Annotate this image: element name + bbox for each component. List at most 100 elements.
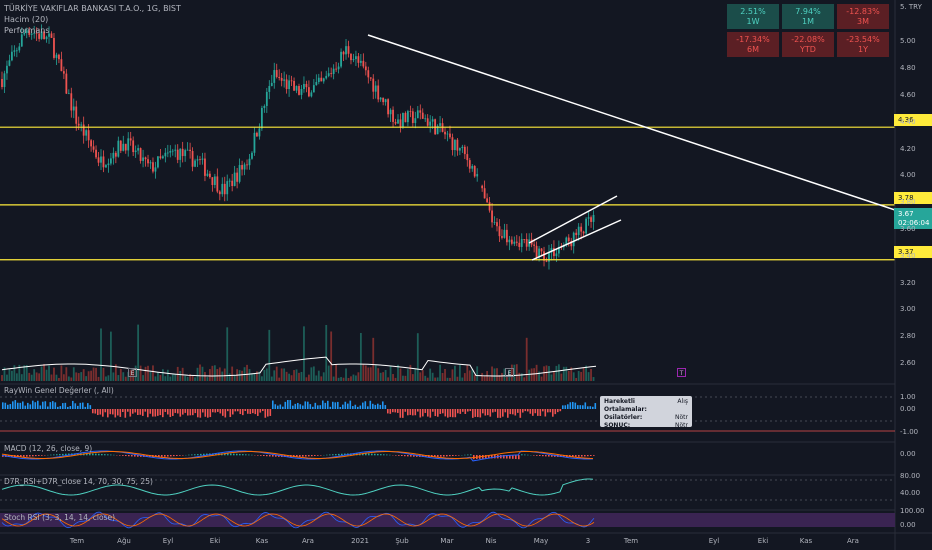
candle-body: [100, 156, 102, 163]
candle-body: [117, 140, 120, 157]
raywin-bar: [422, 409, 424, 417]
raywin-bar: [197, 409, 199, 418]
candle-body: [194, 160, 196, 167]
macd-histogram-bar: [296, 455, 298, 457]
performance-table: 2.51% 1W 7.94% 1M -12.83% 3M -17.34% 6M -22.…: [727, 4, 889, 57]
candle-body: [320, 77, 323, 82]
macd-histogram-bar: [542, 455, 544, 457]
raywin-bar: [484, 409, 487, 416]
raywin-bar: [267, 409, 269, 417]
macd-histogram-bar: [302, 455, 304, 457]
candle-body: [258, 128, 261, 137]
candle-body: [137, 148, 140, 151]
raywin-bar: [137, 409, 139, 415]
macd-histogram-bar: [20, 455, 22, 457]
macd-histogram-bar: [338, 453, 340, 456]
candle-body: [454, 139, 456, 151]
candle-body: [283, 79, 286, 81]
time-tick: Kas: [255, 537, 269, 545]
volume-bar: [226, 327, 229, 381]
earnings-marker[interactable]: E: [505, 368, 514, 377]
raywin-bar: [24, 405, 27, 409]
volume-bar: [411, 374, 414, 381]
candle-body: [82, 124, 85, 136]
event-marker[interactable]: T: [677, 368, 686, 377]
macd-histogram-bar: [353, 453, 355, 456]
candle-body: [189, 149, 191, 151]
candle-body: [513, 241, 516, 244]
raywin-bar: [67, 406, 69, 409]
raywin-bar: [134, 409, 137, 413]
candle-body: [270, 82, 273, 87]
macd-histogram-bar: [98, 453, 100, 456]
raywin-bar: [104, 409, 107, 413]
raywin-bar: [342, 404, 344, 409]
candle-body: [55, 54, 58, 58]
ma-value: Alış: [677, 398, 688, 405]
candle-body: [288, 80, 290, 90]
horizontal-levels[interactable]: [0, 126, 895, 261]
volume-bar: [357, 372, 360, 381]
macd-histogram-bar: [32, 455, 34, 457]
earnings-marker[interactable]: E: [128, 368, 137, 377]
raywin-bar: [169, 409, 172, 418]
raywin-bar: [409, 409, 412, 415]
raywin-bar: [384, 405, 387, 409]
raywin-bar: [592, 406, 594, 409]
volume-bar: [159, 375, 162, 381]
raywin-bar: [304, 401, 307, 409]
raywin-bar: [302, 405, 304, 409]
raywin-bar: [117, 409, 119, 416]
raywin-tooltip: Hareketli Ortalamalar: Alış Osilatörler: N…: [600, 396, 692, 429]
raywin-bar: [84, 406, 87, 409]
volume-bar: [90, 370, 92, 381]
raywin-bar: [374, 404, 377, 409]
raywin-bar: [129, 409, 132, 417]
candle-body: [110, 158, 112, 164]
macd-histogram-bar: [593, 455, 595, 456]
trendlines[interactable]: [367, 34, 896, 261]
volume-bar: [384, 369, 387, 381]
volume-bar: [85, 376, 88, 381]
macd-histogram-bar: [554, 455, 556, 457]
volume-bar: [429, 368, 432, 381]
volume-bar: [496, 368, 498, 381]
volume-bar: [399, 368, 402, 381]
macd-histogram-bar: [239, 453, 241, 456]
raywin-bar: [404, 409, 407, 412]
raywin-bar: [232, 409, 234, 415]
volume-bar: [161, 369, 164, 381]
macd-histogram-bar: [437, 455, 439, 457]
candle-body: [223, 183, 226, 195]
macd-histogram-bar: [122, 455, 124, 456]
raywin-bar: [174, 409, 177, 413]
candle-body: [102, 156, 105, 168]
raywin-bar: [247, 409, 249, 414]
candle-body: [196, 159, 199, 161]
volume-bars: [1, 324, 597, 381]
volume-bar: [80, 372, 83, 381]
raywin-bar: [334, 402, 337, 409]
candle-body: [377, 85, 380, 100]
macd-histogram-bar: [257, 455, 259, 456]
candle-body: [543, 251, 545, 261]
raywin-bar: [377, 403, 379, 409]
macd-histogram-bar: [68, 453, 70, 456]
volume-bar: [305, 377, 308, 381]
volume-bar: [387, 377, 389, 381]
candle-body: [345, 46, 347, 55]
volume-bar: [523, 377, 526, 381]
raywin-bar: [47, 406, 49, 409]
candle-body: [134, 150, 137, 153]
volume-bar: [320, 376, 323, 381]
volume-bar: [107, 375, 110, 381]
volume-bar: [434, 377, 437, 381]
macd-histogram-bar: [161, 455, 163, 457]
raywin-bar: [427, 409, 429, 417]
volume-bar: [404, 375, 407, 381]
candle-body: [308, 87, 310, 97]
macd-histogram-bar: [260, 455, 262, 456]
raywin-bar: [82, 402, 84, 409]
volume-bar: [53, 367, 55, 381]
